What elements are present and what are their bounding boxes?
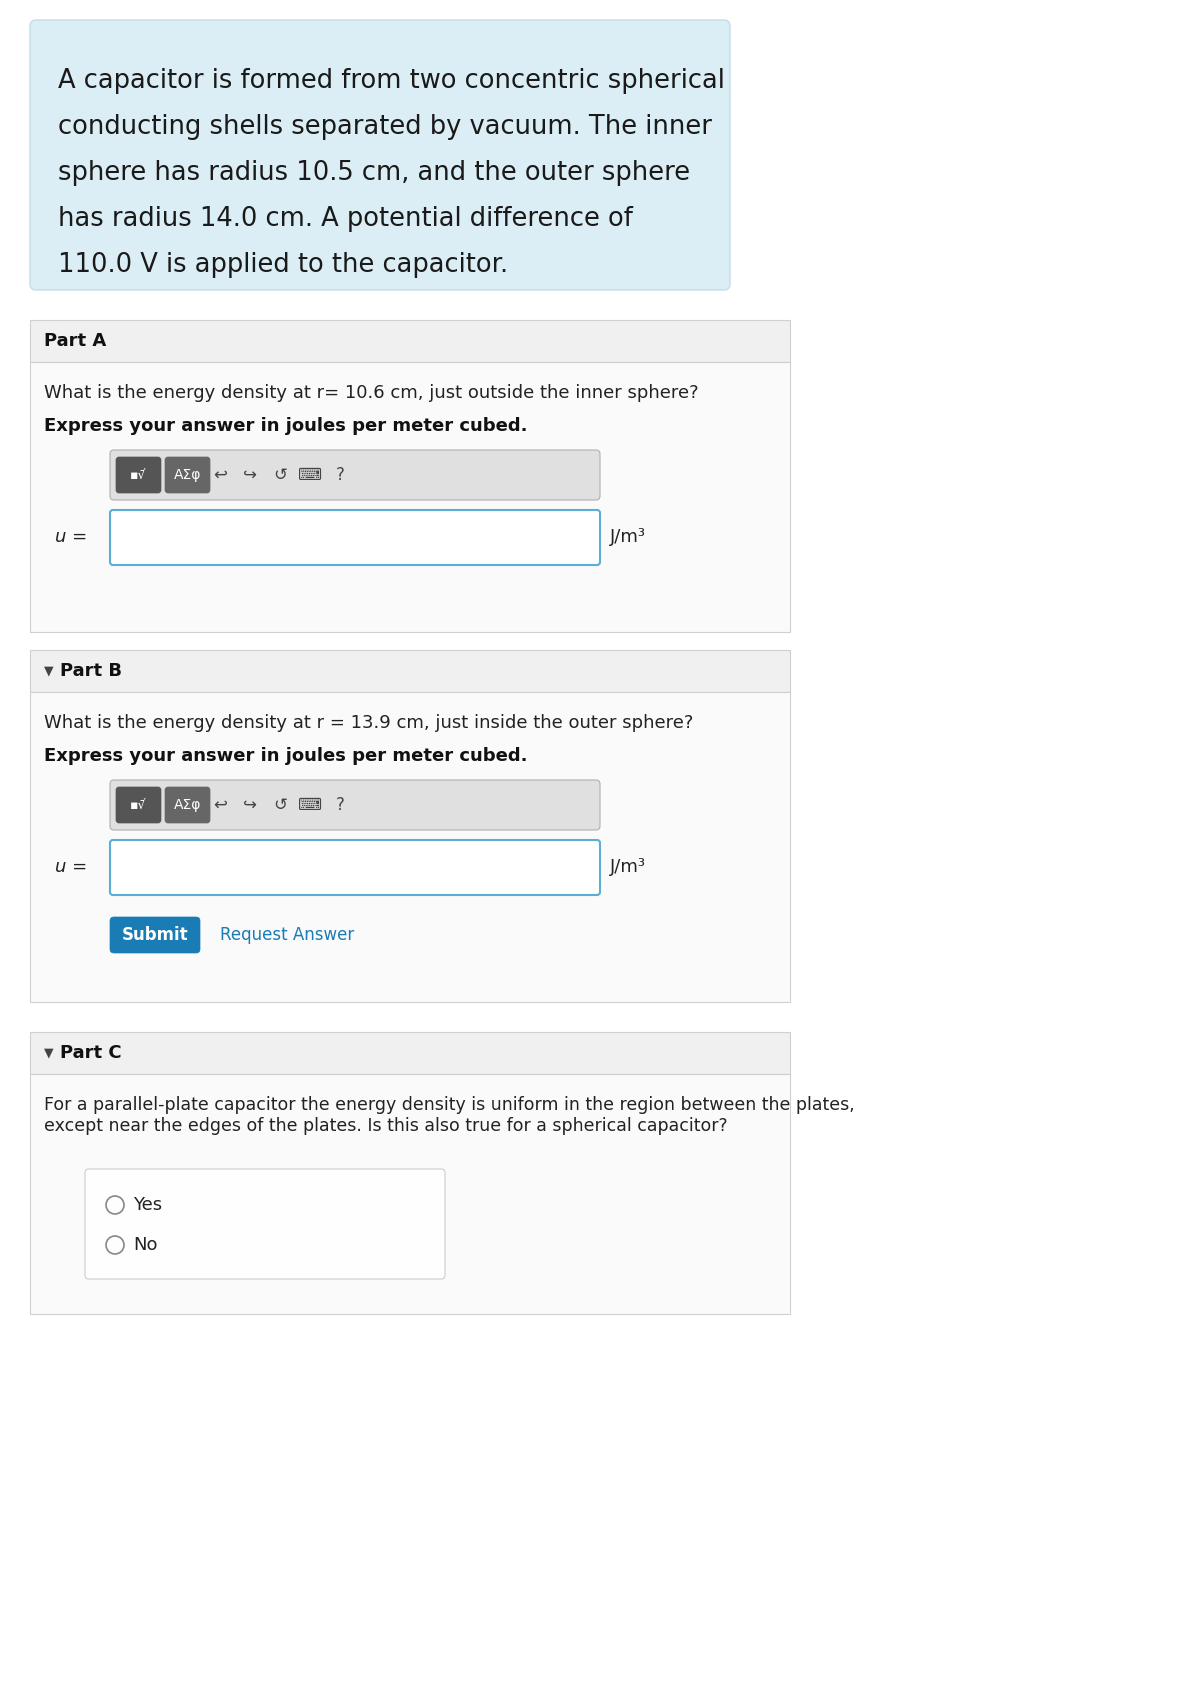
Text: ?: ? (336, 467, 344, 484)
FancyBboxPatch shape (166, 787, 210, 823)
Text: ΑΣφ: ΑΣφ (174, 468, 202, 482)
Text: J/m³: J/m³ (610, 859, 646, 876)
Text: sphere has radius 10.5 cm, and the outer sphere: sphere has radius 10.5 cm, and the outer… (58, 160, 690, 187)
Bar (30, 650, 790, 692)
FancyBboxPatch shape (85, 1169, 445, 1280)
Bar (30, 692, 790, 1001)
Text: Part A: Part A (44, 333, 107, 350)
Text: Part B: Part B (60, 662, 122, 680)
Text: What is the energy density at r= 10.6 cm, just outside the inner sphere?: What is the energy density at r= 10.6 cm… (44, 384, 698, 402)
Text: ↺: ↺ (274, 796, 287, 815)
Text: A capacitor is formed from two concentric spherical: A capacitor is formed from two concentri… (58, 68, 725, 93)
Text: What is the energy density at r = 13.9 cm, just inside the outer sphere?: What is the energy density at r = 13.9 c… (44, 714, 694, 731)
Text: ▪√̄: ▪√̄ (131, 799, 146, 811)
Text: ↺: ↺ (274, 467, 287, 484)
Text: ▼: ▼ (44, 1047, 54, 1059)
Text: Yes: Yes (133, 1196, 162, 1213)
Text: has radius 14.0 cm. A potential difference of: has radius 14.0 cm. A potential differen… (58, 205, 632, 232)
Bar (30, 1074, 790, 1313)
Text: ⌨: ⌨ (298, 796, 322, 815)
Text: ⌨: ⌨ (298, 467, 322, 484)
Text: Submit: Submit (121, 927, 188, 944)
FancyBboxPatch shape (110, 916, 200, 954)
Text: ▼: ▼ (44, 665, 54, 677)
FancyBboxPatch shape (110, 840, 600, 894)
Text: conducting shells separated by vacuum. The inner: conducting shells separated by vacuum. T… (58, 114, 712, 139)
FancyBboxPatch shape (116, 456, 161, 494)
Text: u =: u = (55, 859, 88, 876)
Text: ↩: ↩ (214, 467, 227, 484)
FancyBboxPatch shape (30, 20, 730, 290)
Text: Request Answer: Request Answer (220, 927, 354, 944)
Text: ?: ? (336, 796, 344, 815)
Text: ↪: ↪ (244, 796, 257, 815)
Bar (30, 1032, 790, 1074)
Bar (30, 321, 790, 361)
FancyBboxPatch shape (110, 781, 600, 830)
Text: ↪: ↪ (244, 467, 257, 484)
Text: 110.0 V is applied to the capacitor.: 110.0 V is applied to the capacitor. (58, 251, 508, 278)
Text: Part C: Part C (60, 1044, 121, 1062)
FancyBboxPatch shape (166, 456, 210, 494)
Text: ▪√̄: ▪√̄ (131, 468, 146, 482)
Text: J/m³: J/m³ (610, 528, 646, 546)
Text: Express your answer in joules per meter cubed.: Express your answer in joules per meter … (44, 747, 528, 765)
Text: ΑΣφ: ΑΣφ (174, 798, 202, 811)
Text: ↩: ↩ (214, 796, 227, 815)
Bar (30, 361, 790, 631)
FancyBboxPatch shape (116, 787, 161, 823)
Text: u =: u = (55, 528, 88, 546)
FancyBboxPatch shape (110, 511, 600, 565)
FancyBboxPatch shape (110, 450, 600, 501)
Text: For a parallel-plate capacitor the energy density is uniform in the region betwe: For a parallel-plate capacitor the energ… (44, 1096, 854, 1135)
Text: No: No (133, 1235, 157, 1254)
Text: Express your answer in joules per meter cubed.: Express your answer in joules per meter … (44, 417, 528, 434)
